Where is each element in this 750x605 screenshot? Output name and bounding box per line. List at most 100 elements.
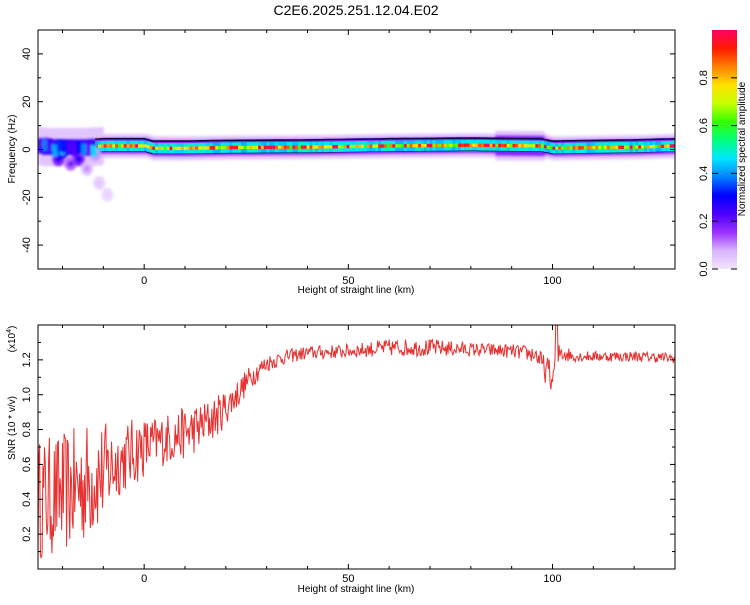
spectrogram-peak-cell: [340, 144, 345, 149]
spectrogram-peak-cell: [300, 145, 305, 149]
snr-series-line: [38, 325, 675, 559]
spectrogram-peak-cell: [272, 145, 276, 149]
spectrogram-blob-core: [67, 160, 74, 167]
spectrogram-peak-cell: [418, 143, 422, 148]
spectrogram-peak-cell: [358, 144, 362, 149]
colorbar-tick-label: 0.0: [698, 261, 710, 276]
spectrogram-peak-cell: [366, 144, 370, 148]
spectrogram-peak-cell: [200, 146, 205, 150]
spectrogram-peak-cell: [192, 146, 196, 150]
spectrogram-peak-cell: [249, 145, 253, 150]
spectrogram-peak-cell: [175, 146, 179, 150]
spectrogram-peak-cell: [655, 144, 659, 149]
spectrogram-peak-cell: [258, 145, 262, 150]
spectrogram-peak-cell: [458, 143, 462, 147]
spectrogram-xtick-label: 0: [141, 275, 147, 287]
spectrogram-peak-cell: [298, 145, 302, 149]
spectrogram-peak-cell: [126, 144, 130, 148]
spectrogram-blob-core: [75, 156, 82, 163]
spectrogram-peak-cell: [235, 145, 239, 150]
spectrogram-peak-cell: [426, 143, 430, 148]
spectrogram-peak-cell: [569, 146, 573, 150]
spectrogram-peak-cell: [581, 146, 585, 150]
spectrogram-peak-cell: [278, 145, 282, 149]
spectrogram-x-axis-label: Height of straight line (km): [298, 285, 415, 296]
spectrogram-early-cell: [76, 142, 83, 155]
colorbar-gradient: [712, 30, 737, 269]
spectrogram-peak-cell: [521, 144, 525, 148]
spectrogram-peak-cell: [672, 144, 675, 148]
spectrogram-peak-cell: [189, 146, 193, 150]
spectrogram-peak-cell: [140, 144, 145, 148]
spectrogram-peak-cell: [506, 143, 511, 148]
spectrogram-peak-cell: [449, 143, 453, 148]
colorbar-tick-label: 0.6: [698, 118, 710, 133]
snr-frame: [37, 324, 676, 570]
spectrogram-peak-cell: [112, 144, 116, 148]
spectrogram-peak-cell: [543, 144, 548, 149]
spectrogram-peak-cell: [512, 144, 516, 148]
spectrogram-peak-cell: [601, 145, 605, 150]
spectrogram-peak-cell: [435, 143, 439, 148]
spectrogram-peak-cell: [295, 145, 299, 149]
spectrogram-peak-cell: [318, 145, 322, 149]
spectrogram-peak-cell: [629, 145, 633, 149]
spectrogram-peak-cell: [218, 146, 222, 150]
spectrogram-early-cell: [51, 144, 58, 157]
spectrogram-peak-cell: [180, 146, 185, 150]
spectrogram-peak-cell: [443, 143, 448, 148]
spectrogram-peak-cell: [309, 145, 313, 149]
spectrogram-peak-cell: [398, 144, 402, 148]
spectrogram-peak-cell: [501, 143, 505, 148]
spectrogram-peak-cell: [503, 143, 508, 148]
colorbar-label: Normalized spectral amplitude: [737, 81, 748, 216]
spectrogram-peak-cell: [401, 144, 405, 148]
spectrogram-peak-cell: [586, 146, 591, 150]
spectrogram-peak-cell: [306, 145, 310, 149]
spectrogram-peak-cell: [360, 144, 365, 149]
spectrogram-peak-cell: [326, 145, 330, 149]
spectrogram-axes: 0 50 100 -40 -20 0 20 40: [21, 29, 676, 287]
spectrogram-peak-cell: [421, 143, 425, 148]
spectrogram-peak-cell: [563, 146, 568, 150]
spectrogram-peak-cell: [149, 145, 153, 150]
spectrogram-peak-cell: [372, 144, 376, 148]
spectrogram-peak-cell: [195, 146, 199, 150]
snr-y-axis-label: SNR (10 * v/v): [7, 396, 18, 460]
spectrogram-peak-cell: [412, 144, 416, 148]
spectrogram-peak-cell: [123, 144, 128, 148]
spectrogram-peak-cell: [592, 145, 596, 150]
spectrogram-peak-cell: [375, 144, 379, 148]
spectrogram-peak-cell: [152, 146, 156, 150]
spectrogram-blob-core: [96, 179, 103, 186]
spectrogram-peak-cell: [109, 144, 113, 148]
spectrogram-peak-cell: [526, 144, 531, 148]
spectrogram-peak-cell: [489, 143, 493, 148]
spectrogram-peak-cell: [498, 143, 502, 148]
snr-ytick-label: 0.6: [21, 457, 33, 472]
spectrogram-peak-cell: [406, 144, 410, 148]
spectrogram-early-cell: [81, 143, 88, 156]
spectrogram-peak-cell: [572, 146, 576, 150]
snr-ytick-label: 1.0: [21, 387, 33, 402]
spectrogram-peak-cell: [369, 144, 373, 148]
spectrogram-core-band: [95, 139, 675, 154]
spectrogram-early-cell: [66, 141, 73, 154]
spectrogram-peak-cell: [138, 144, 142, 148]
spectrogram-peak-cell: [143, 144, 148, 148]
spectrogram-scatter: [40, 137, 114, 202]
spectrogram-peak-cell: [495, 143, 499, 148]
spectrogram-peak-cell: [466, 143, 471, 147]
spectrogram-peak-cell: [429, 143, 433, 148]
spectrogram-peak-cell: [178, 146, 182, 150]
spectrogram-peak-cell: [329, 145, 333, 149]
spectrogram-peak-cell: [538, 144, 542, 148]
spectrogram-peak-cell: [555, 146, 559, 150]
spectrogram-peak-cell: [669, 144, 673, 148]
spectrogram-peak-cell: [163, 146, 168, 150]
snr-ytick-label: 0.2: [21, 526, 33, 541]
spectrogram-early-cell: [42, 139, 49, 152]
spectrogram-y-axis-label: Frequency (Hz): [7, 115, 18, 184]
spectrogram-peak-cell: [132, 144, 136, 148]
spectrogram-peak-cell: [472, 143, 476, 147]
